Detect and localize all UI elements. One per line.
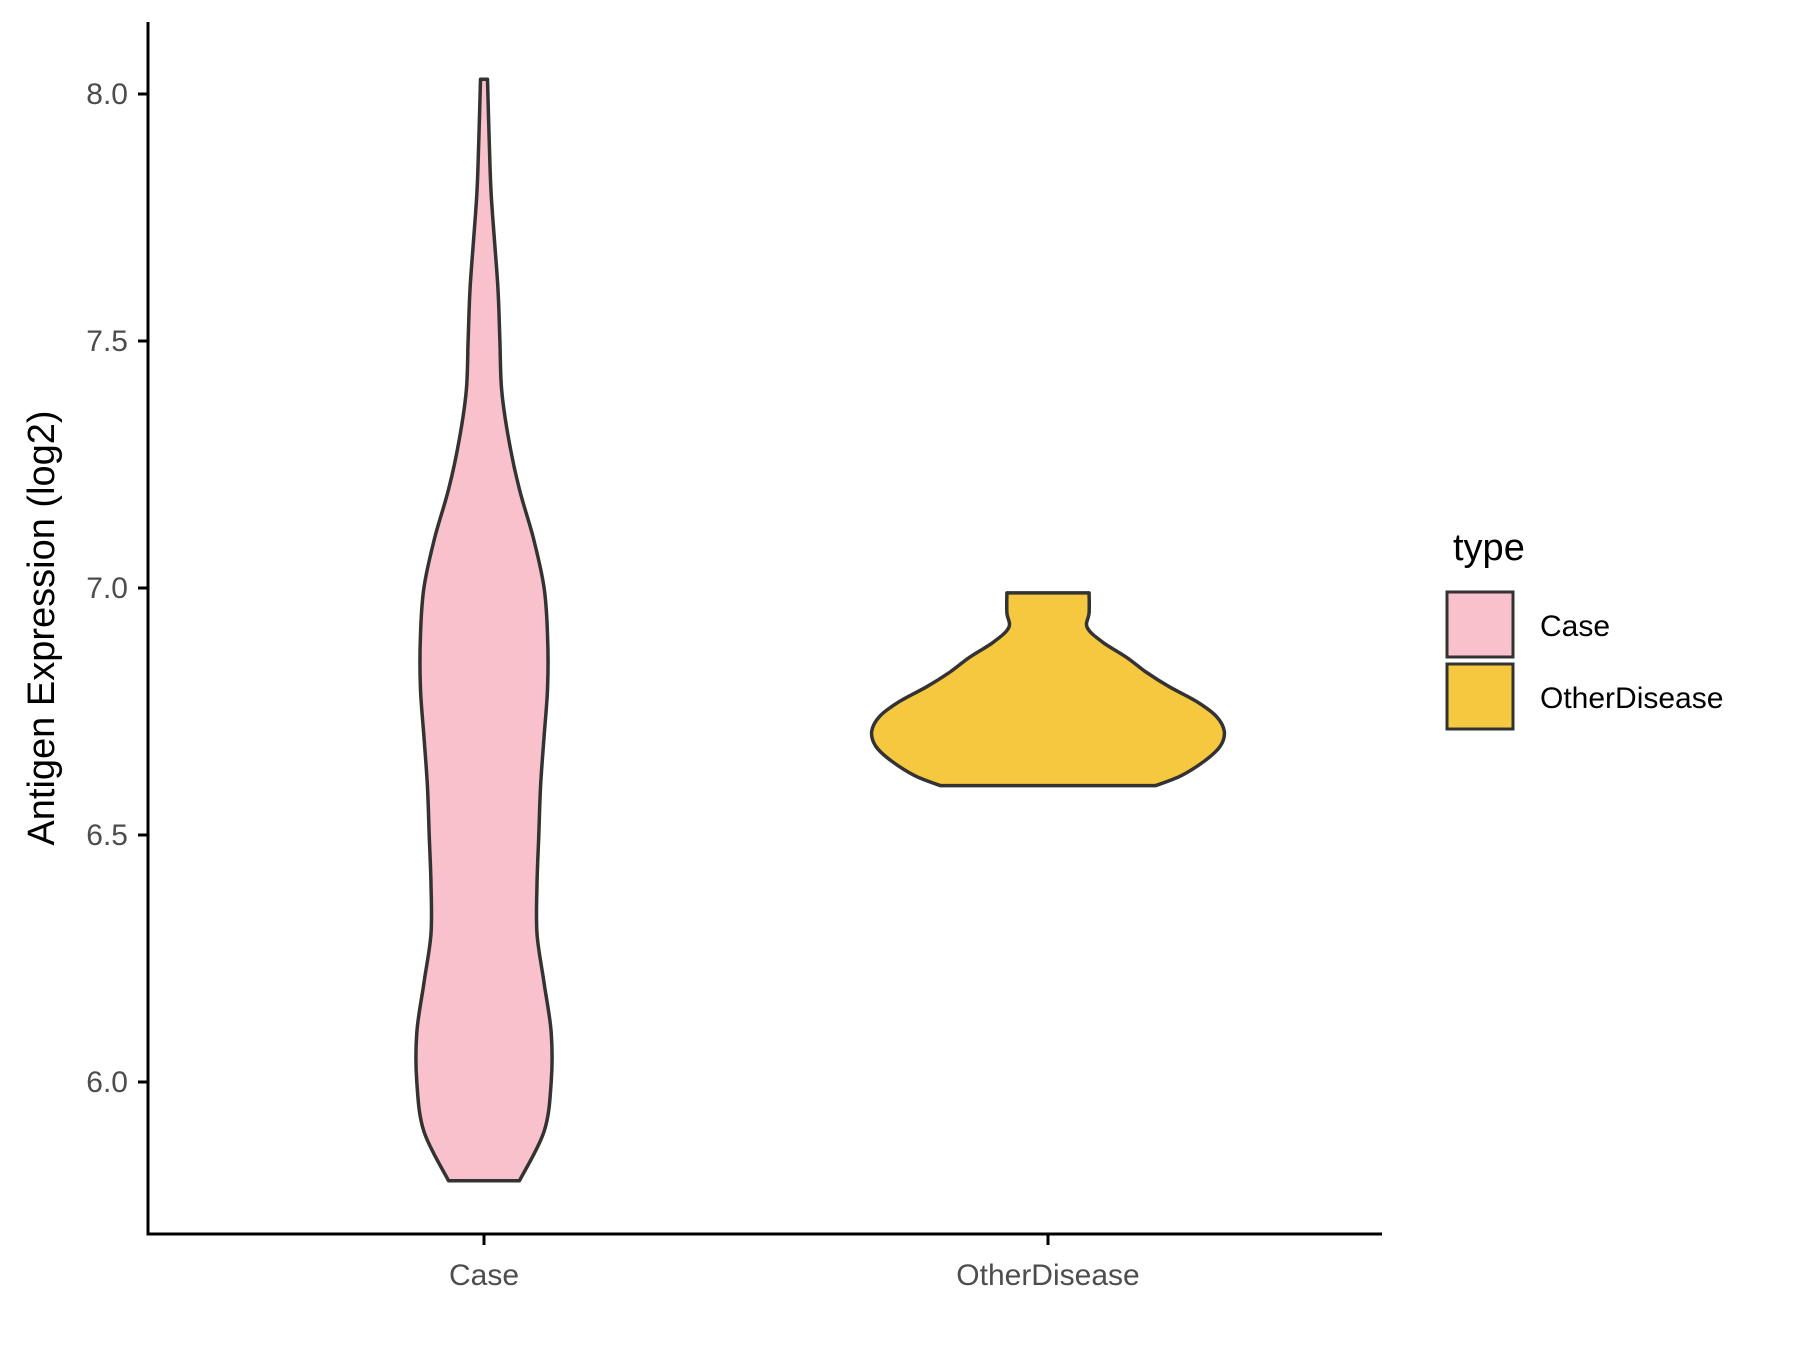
violin-case (414, 77, 554, 1183)
legend-title: type (1453, 527, 1525, 569)
y-axis-title: Antigen Expression (log2) (21, 410, 63, 845)
y-tick-label: 8.0 (86, 78, 128, 111)
violin-otherdisease (869, 591, 1227, 788)
y-tick-label: 7.0 (86, 572, 128, 605)
violins-layer (414, 77, 1227, 1183)
y-tick-label: 7.5 (86, 325, 128, 358)
legend: type Case OtherDisease (1445, 527, 1723, 731)
legend-swatch (1445, 662, 1515, 731)
y-tick-label: 6.0 (86, 1066, 128, 1099)
legend-swatch (1445, 590, 1515, 659)
legend-label: Case (1540, 610, 1610, 643)
x-tick-label: Case (449, 1259, 519, 1292)
y-axis-ticks: 6.0 6.5 7.0 7.5 8.0 (86, 78, 148, 1099)
y-tick-label: 6.5 (86, 819, 128, 852)
x-tick-label: OtherDisease (956, 1259, 1139, 1292)
legend-label: OtherDisease (1540, 682, 1723, 715)
x-axis-ticks: Case OtherDisease (449, 1234, 1140, 1292)
